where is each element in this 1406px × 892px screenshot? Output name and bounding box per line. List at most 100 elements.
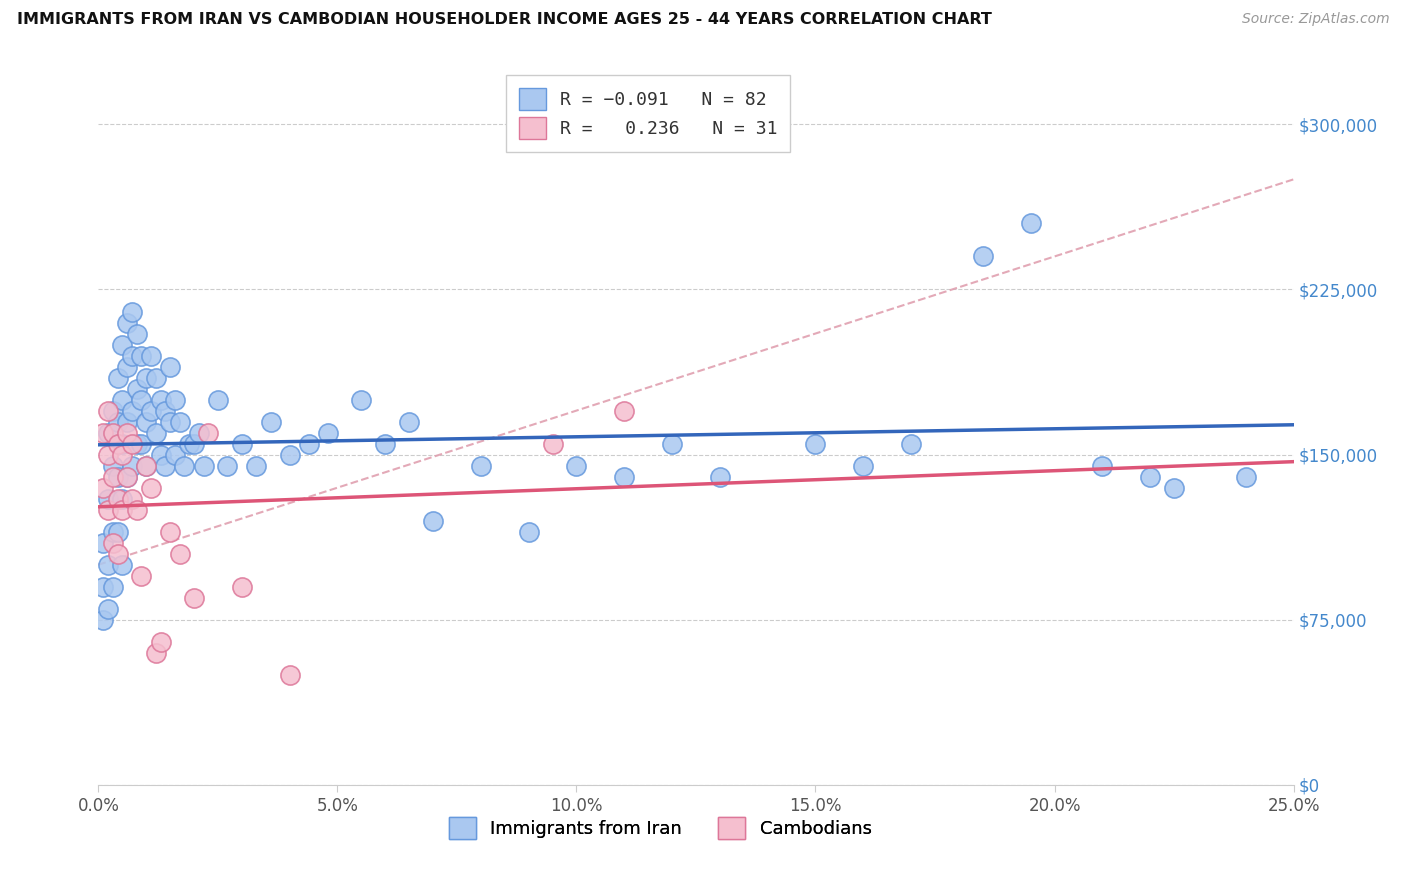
Point	[121, 491, 143, 506]
Point	[125, 326, 148, 341]
Point	[139, 481, 162, 495]
Point	[149, 448, 172, 462]
Point	[115, 415, 138, 429]
Point	[135, 458, 157, 473]
Point	[298, 436, 321, 450]
Point	[972, 250, 994, 264]
Point	[107, 370, 129, 384]
Point	[661, 436, 683, 450]
Point	[135, 415, 157, 429]
Point	[111, 392, 134, 407]
Point	[193, 458, 215, 473]
Point	[231, 580, 253, 594]
Point	[97, 601, 120, 615]
Point	[145, 646, 167, 660]
Point	[163, 392, 186, 407]
Point	[149, 392, 172, 407]
Point	[131, 349, 153, 363]
Point	[259, 415, 281, 429]
Point	[121, 436, 143, 450]
Point	[145, 370, 167, 384]
Point	[91, 613, 114, 627]
Point	[111, 448, 134, 462]
Point	[159, 359, 181, 374]
Point	[278, 448, 301, 462]
Point	[139, 403, 162, 417]
Point	[169, 415, 191, 429]
Point	[135, 370, 157, 384]
Point	[149, 635, 172, 649]
Point	[852, 458, 875, 473]
Point	[169, 547, 191, 561]
Point	[107, 491, 129, 506]
Point	[217, 458, 239, 473]
Point	[173, 458, 195, 473]
Point	[97, 502, 120, 516]
Point	[1019, 216, 1042, 230]
Point	[139, 349, 162, 363]
Point	[900, 436, 922, 450]
Point	[398, 415, 420, 429]
Point	[183, 591, 205, 605]
Point	[97, 558, 120, 572]
Point	[131, 436, 153, 450]
Point	[1091, 458, 1114, 473]
Point	[145, 425, 167, 440]
Point	[1234, 469, 1257, 483]
Point	[97, 425, 120, 440]
Point	[101, 580, 124, 594]
Point	[231, 436, 253, 450]
Point	[101, 524, 124, 539]
Point	[107, 415, 129, 429]
Point	[115, 469, 138, 483]
Point	[111, 337, 134, 351]
Point	[115, 425, 138, 440]
Point	[422, 514, 444, 528]
Point	[107, 524, 129, 539]
Point	[107, 436, 129, 450]
Point	[91, 481, 114, 495]
Point	[125, 382, 148, 396]
Point	[613, 403, 636, 417]
Point	[121, 304, 143, 318]
Point	[115, 359, 138, 374]
Point	[101, 535, 124, 549]
Point	[97, 448, 120, 462]
Point	[159, 415, 181, 429]
Point	[1139, 469, 1161, 483]
Point	[97, 403, 120, 417]
Point	[565, 458, 588, 473]
Point	[187, 425, 209, 440]
Point	[709, 469, 731, 483]
Point	[183, 436, 205, 450]
Point	[111, 491, 134, 506]
Point	[101, 425, 124, 440]
Point	[107, 547, 129, 561]
Legend: Immigrants from Iran, Cambodians: Immigrants from Iran, Cambodians	[441, 810, 879, 847]
Point	[131, 392, 153, 407]
Point	[91, 535, 114, 549]
Point	[121, 403, 143, 417]
Point	[121, 458, 143, 473]
Text: IMMIGRANTS FROM IRAN VS CAMBODIAN HOUSEHOLDER INCOME AGES 25 - 44 YEARS CORRELAT: IMMIGRANTS FROM IRAN VS CAMBODIAN HOUSEH…	[17, 12, 991, 27]
Point	[470, 458, 492, 473]
Point	[207, 392, 229, 407]
Point	[91, 580, 114, 594]
Point	[97, 491, 120, 506]
Point	[135, 458, 157, 473]
Point	[101, 458, 124, 473]
Point	[517, 524, 540, 539]
Point	[111, 558, 134, 572]
Point	[350, 392, 373, 407]
Point	[155, 458, 177, 473]
Point	[316, 425, 339, 440]
Point	[115, 316, 138, 330]
Point	[804, 436, 827, 450]
Point	[131, 568, 153, 582]
Point	[245, 458, 267, 473]
Point	[374, 436, 396, 450]
Point	[155, 403, 177, 417]
Point	[125, 436, 148, 450]
Point	[197, 425, 219, 440]
Point	[179, 436, 201, 450]
